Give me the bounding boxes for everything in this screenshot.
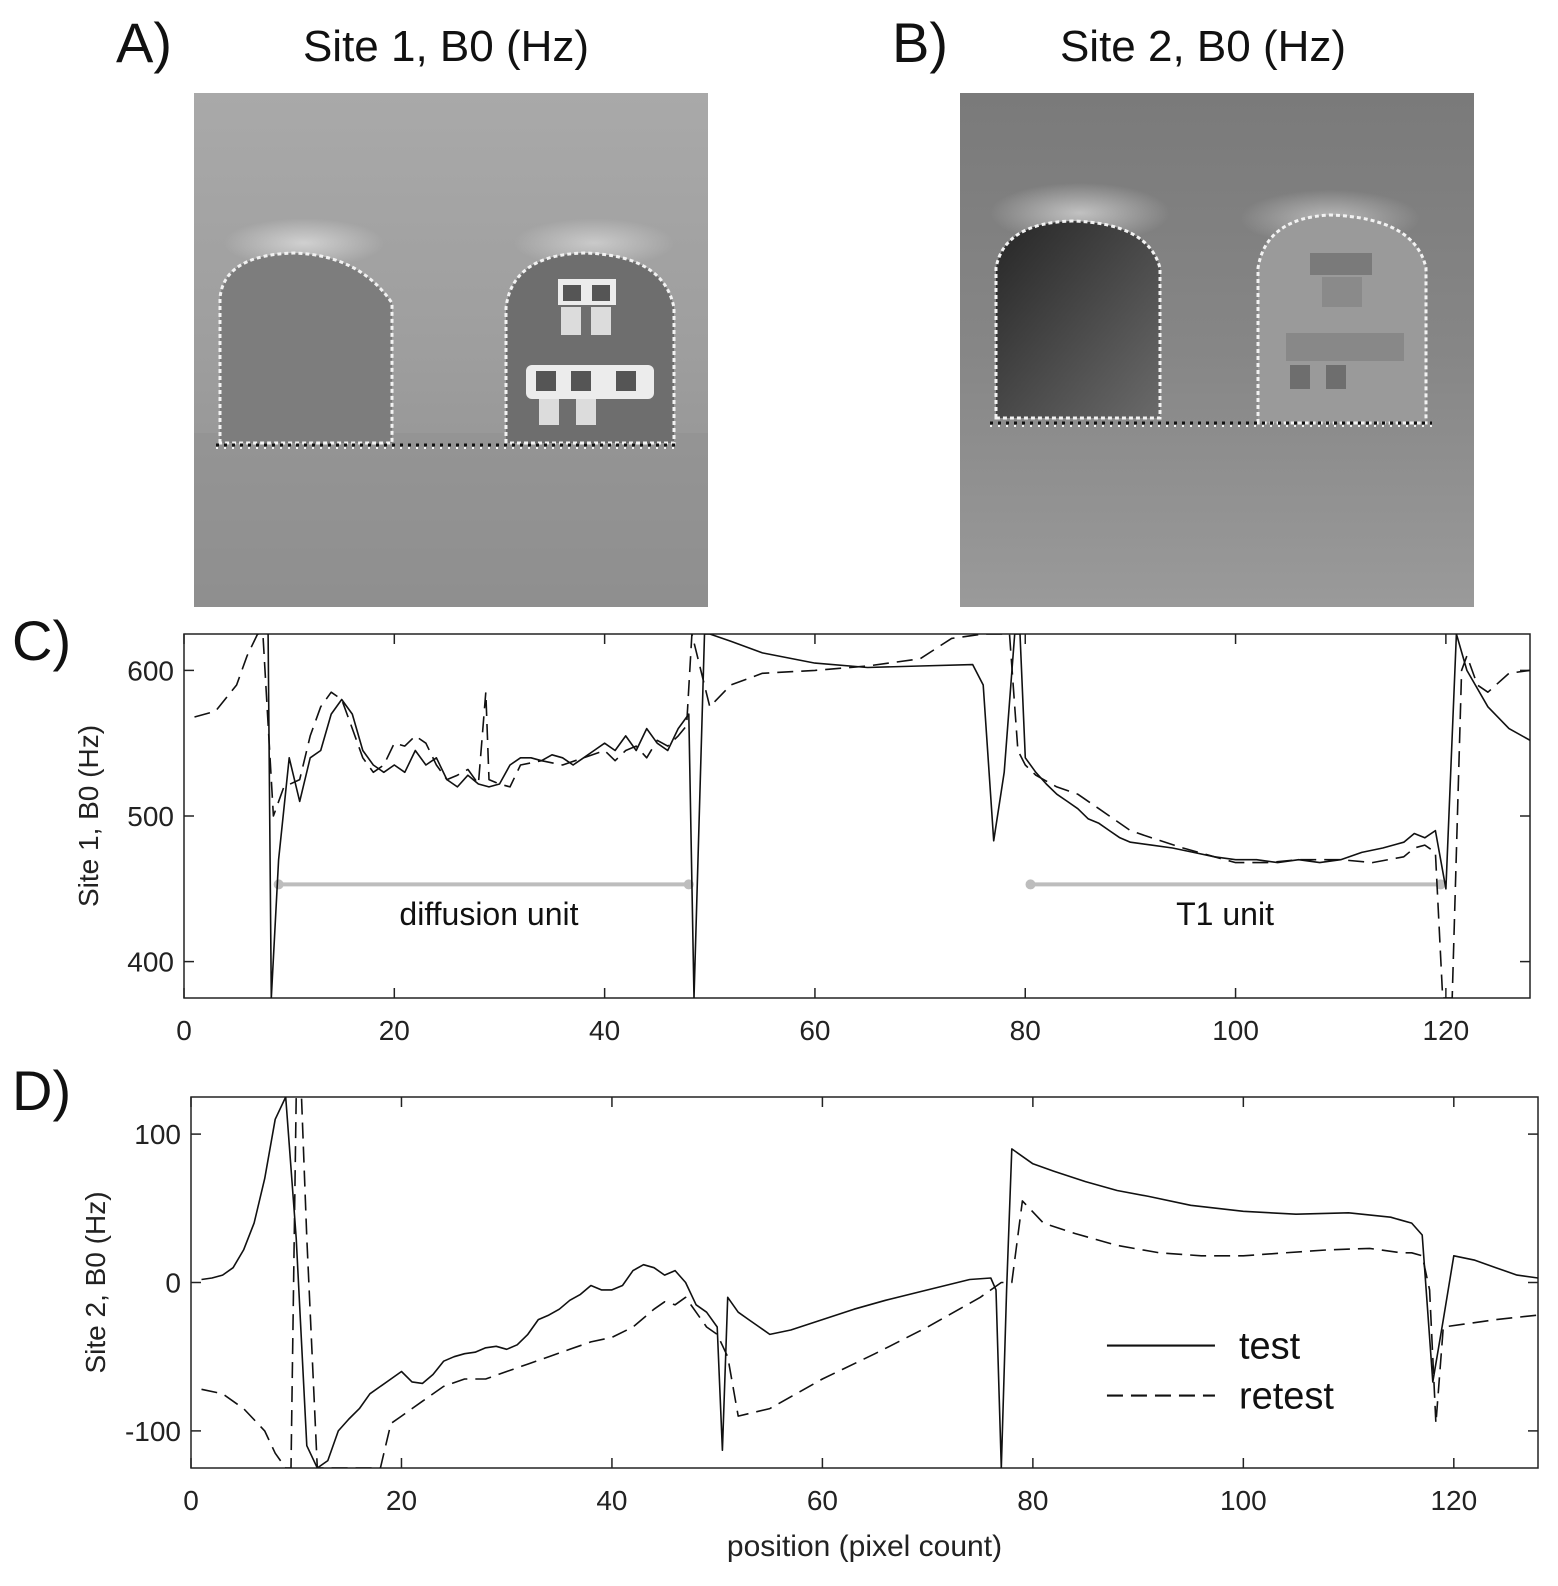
y-tick-label: 0 (165, 1268, 181, 1299)
x-tick-label: 80 (1017, 1485, 1048, 1516)
y-tick-label: 400 (127, 947, 174, 978)
phantom-right (1256, 213, 1428, 425)
plot-frame (190, 1096, 1539, 1469)
x-tick-label: 80 (1010, 1015, 1041, 1046)
image-title-site2: Site 2, B0 (Hz) (1059, 22, 1347, 71)
x-tick-label: 0 (183, 1485, 199, 1516)
chart-site1-profile: 0 20 40 60 80 100 120 400 500 600 Site 1, B0 (Hz) d… (73, 633, 1531, 1046)
legend-label-retest: retest (1239, 1376, 1334, 1418)
annotation-label: T1 unit (1176, 896, 1274, 932)
x-axis-label: position (pixel count) (727, 1530, 1002, 1563)
b0-map-site2 (960, 93, 1474, 607)
b0-map-site1 (194, 93, 708, 607)
series-line-test (267, 634, 1530, 998)
panel-label-b: B) (892, 11, 948, 74)
phantom-left (994, 219, 1162, 420)
annotation-endpoint (1435, 879, 1446, 890)
x-tick-label: 40 (596, 1485, 627, 1516)
y-tick-label: 600 (127, 655, 174, 686)
x-tick-label: 60 (799, 1015, 830, 1046)
legend-label-test: test (1239, 1326, 1301, 1368)
annotation-endpoint (1025, 879, 1036, 890)
image-title-site1: Site 1, B0 (Hz) (302, 22, 590, 71)
y-axis-label: Site 2, B0 (Hz) (80, 1191, 111, 1373)
x-tick-label: 120 (1430, 1485, 1477, 1516)
panel-label-a: A) (116, 11, 172, 74)
panel-label-d: D) (12, 1059, 72, 1122)
chart-site2-profile: 0 20 40 60 80 100 120 -100 0 100 Site 2, B0 (Hz) po… (80, 1096, 1539, 1563)
x-tick-label: 20 (386, 1485, 417, 1516)
y-axis-label: Site 1, B0 (Hz) (73, 725, 104, 907)
x-tick-label: 20 (379, 1015, 410, 1046)
x-tick-label: 0 (176, 1015, 192, 1046)
annotation-endpoint (273, 879, 284, 890)
x-tick-label: 100 (1212, 1015, 1259, 1046)
y-tick-label: 100 (134, 1119, 181, 1150)
x-tick-label: 40 (589, 1015, 620, 1046)
series-line-retest (201, 1097, 1538, 1468)
y-tick-label: 500 (127, 801, 174, 832)
y-tick-label: -100 (125, 1416, 181, 1447)
x-tick-label: 60 (807, 1485, 838, 1516)
plot-frame (183, 633, 1531, 999)
panel-label-c: C) (12, 609, 72, 672)
series-line-test (201, 1097, 1538, 1468)
x-tick-label: 100 (1220, 1485, 1267, 1516)
series-line-retest (194, 634, 1530, 998)
x-tick-label: 120 (1423, 1015, 1470, 1046)
annotation-label: diffusion unit (399, 896, 578, 932)
phantom-left (218, 251, 394, 445)
